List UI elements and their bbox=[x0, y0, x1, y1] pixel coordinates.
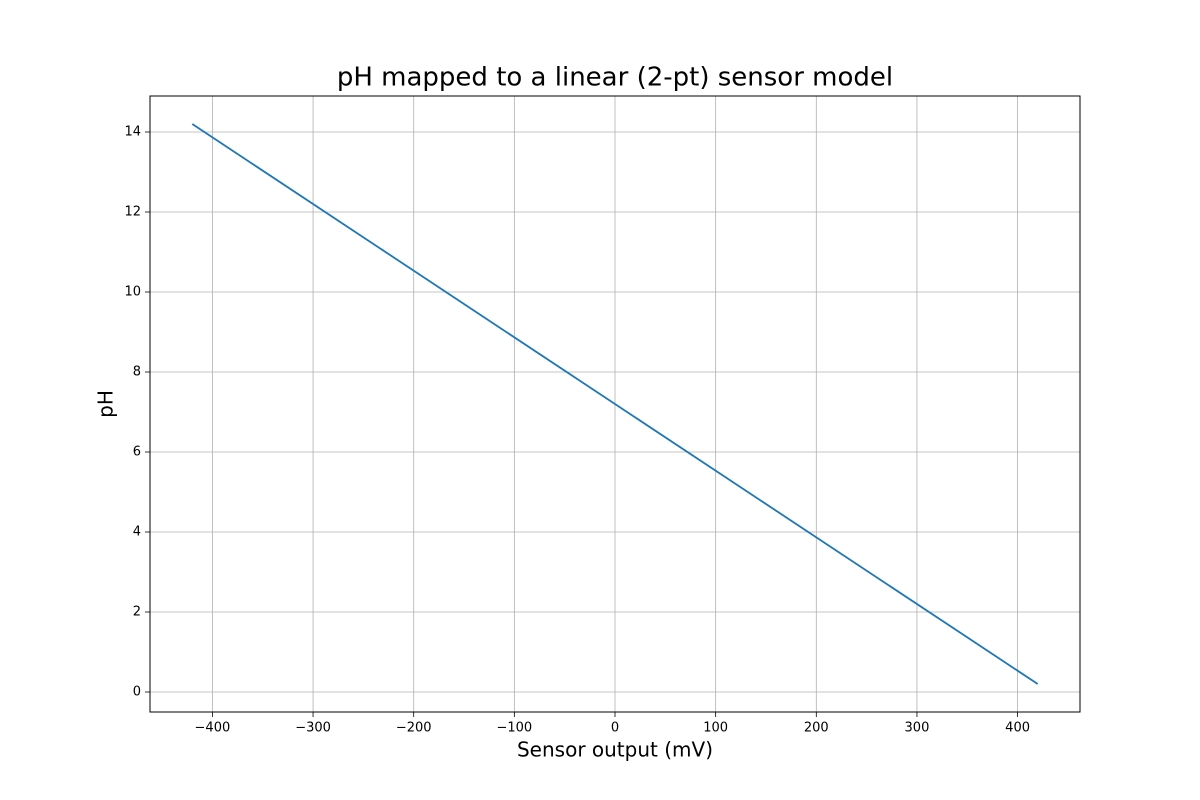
y-tick-label: 0 bbox=[133, 685, 141, 700]
x-tick-label: −200 bbox=[396, 721, 432, 736]
y-tick-label: 10 bbox=[124, 285, 141, 300]
x-tick-label: 200 bbox=[804, 721, 829, 736]
y-tick-label: 4 bbox=[133, 525, 141, 540]
y-tick-label: 6 bbox=[133, 445, 141, 460]
y-axis-label: pH bbox=[94, 390, 118, 418]
chart-title: pH mapped to a linear (2-pt) sensor mode… bbox=[337, 63, 893, 93]
x-tick-label: 100 bbox=[703, 721, 728, 736]
x-tick-label: −100 bbox=[496, 721, 532, 736]
x-tick-label: 0 bbox=[611, 721, 619, 736]
y-tick-label: 12 bbox=[124, 205, 141, 220]
y-tick-label: 8 bbox=[133, 365, 141, 380]
x-tick-label: 300 bbox=[905, 721, 930, 736]
data-line bbox=[191, 123, 1039, 685]
x-tick-label: −300 bbox=[295, 721, 331, 736]
plot-frame bbox=[149, 95, 1081, 713]
y-tick-label: 14 bbox=[124, 125, 141, 140]
y-tick-label: 2 bbox=[133, 605, 141, 620]
x-tick-label: 400 bbox=[1005, 721, 1030, 736]
x-axis-label: Sensor output (mV) bbox=[517, 738, 713, 762]
x-tick-label: −400 bbox=[195, 721, 231, 736]
